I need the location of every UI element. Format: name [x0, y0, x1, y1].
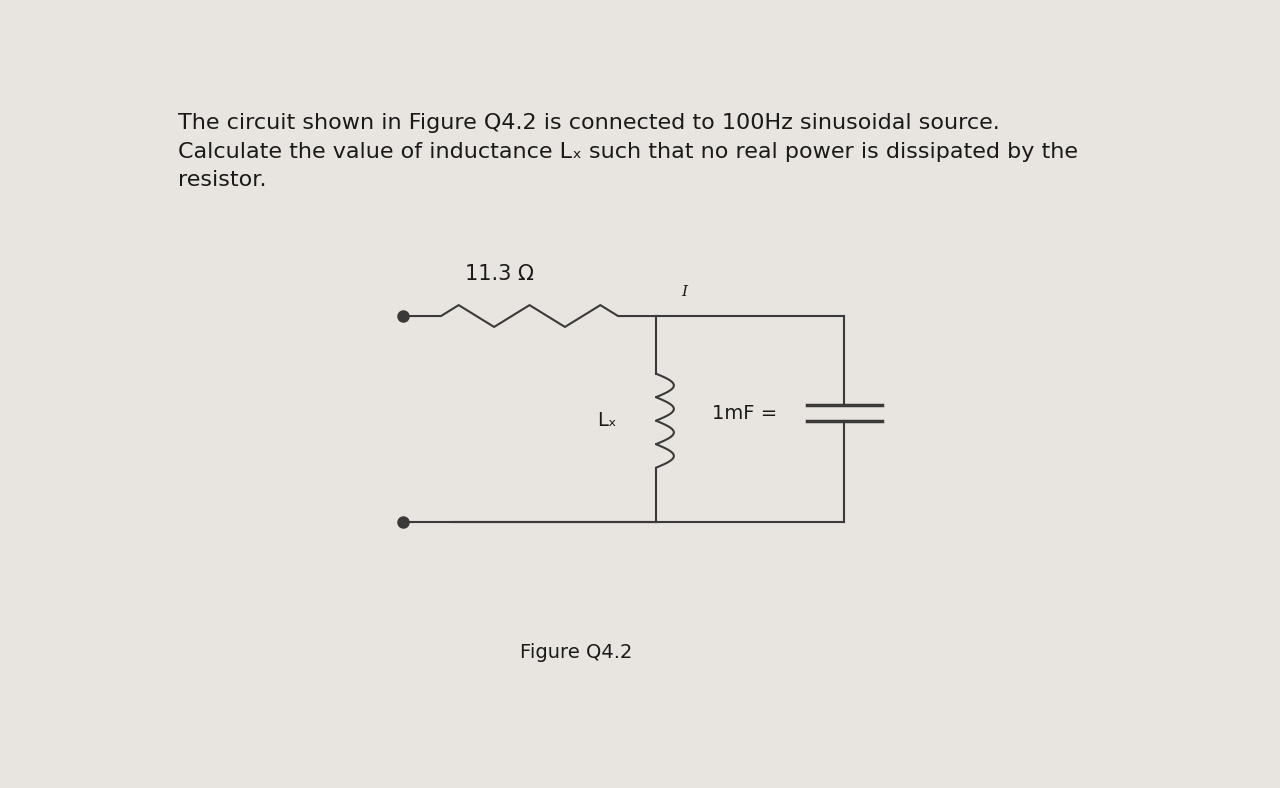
- Text: 1mF =: 1mF =: [712, 403, 777, 422]
- Text: 11.3 Ω: 11.3 Ω: [466, 265, 534, 284]
- Text: Lₓ: Lₓ: [596, 411, 617, 430]
- Text: Figure Q4.2: Figure Q4.2: [521, 643, 632, 662]
- Text: The circuit shown in Figure Q4.2 is connected to 100Hz sinusoidal source.
Calcul: The circuit shown in Figure Q4.2 is conn…: [178, 113, 1078, 191]
- Text: I: I: [681, 285, 687, 299]
